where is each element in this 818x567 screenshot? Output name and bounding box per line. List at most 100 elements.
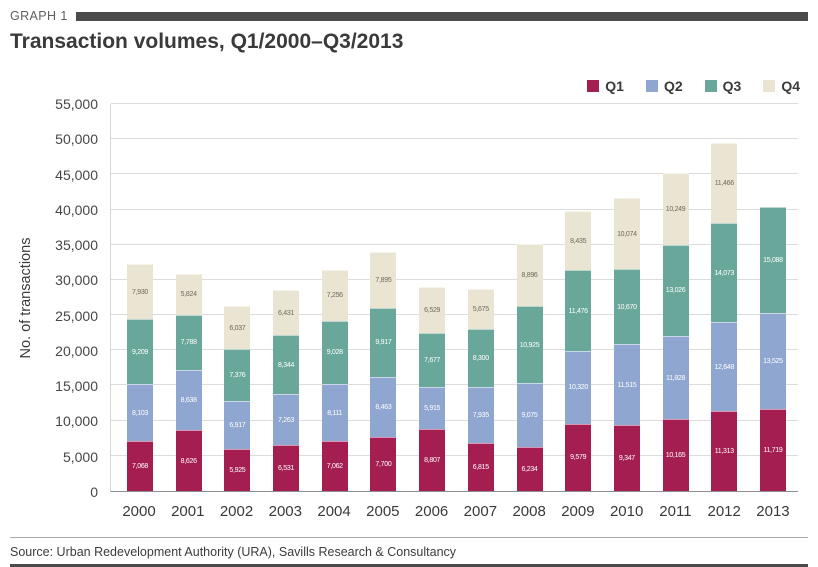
x-axis-label: 2003 xyxy=(268,503,302,520)
bar-segment-q2: 7,935 xyxy=(467,387,494,444)
x-axis-label: 2000 xyxy=(122,503,156,520)
x-axis-label: 2004 xyxy=(317,503,351,520)
gridline xyxy=(111,419,798,421)
bar-segment-q4: 10,249 xyxy=(662,172,689,245)
bar-column-2003: 6,531 7,263 8,344 6,431 xyxy=(273,104,300,491)
gridline xyxy=(111,349,798,351)
x-axis-label: 2011 xyxy=(659,503,692,520)
bar-segment-q3: 7,677 xyxy=(419,333,446,388)
bar-segment-q1: 7,700 xyxy=(370,436,397,491)
legend-label: Q1 xyxy=(605,78,624,94)
bar-value-label: 11,476 xyxy=(568,307,588,315)
bar-segment-q1: 8,807 xyxy=(419,429,446,491)
bar-column-2010: 9,347 11,515 10,670 10,074 xyxy=(613,104,640,491)
y-axis-tick-label: 55,000 xyxy=(55,96,98,112)
x-axis-labels: 2000 2001 2002 2003 2004 2005 2006 2007 2008 2009… xyxy=(110,503,798,520)
x-axis-label: 2010 xyxy=(609,503,644,520)
bar-value-label: 10,074 xyxy=(617,230,637,238)
bar-segment-q1: 6,815 xyxy=(467,443,494,491)
bar-column-2000: 7,068 8,103 9,209 7,930 xyxy=(127,104,153,491)
gridline xyxy=(111,384,798,386)
bar-value-label: 8,807 xyxy=(424,457,441,465)
bar-segment-q3: 11,476 xyxy=(565,270,592,351)
legend-item-q4: Q4 xyxy=(763,78,800,94)
bar-segment-q3: 8,344 xyxy=(273,335,300,394)
x-axis-label: 2005 xyxy=(366,503,400,520)
bottom-rule xyxy=(10,564,808,567)
bar-segment-q3: 14,073 xyxy=(711,223,738,323)
bar-segment-q3: 13,026 xyxy=(662,244,689,337)
y-axis-tick-label: 40,000 xyxy=(55,201,98,218)
bar-value-label: 10,925 xyxy=(519,341,540,349)
bar-column-2004: 7,062 8,111 9,028 7,256 xyxy=(321,104,348,491)
bar-segment-q1: 6,531 xyxy=(273,445,300,491)
bar-segment-q1: 11,719 xyxy=(759,408,786,491)
y-axis-tick-label: 45,000 xyxy=(55,166,98,183)
bar-value-label: 11,828 xyxy=(666,374,686,382)
gridline xyxy=(111,278,798,280)
bar-value-label: 7,700 xyxy=(375,460,392,468)
header-rule xyxy=(75,12,808,21)
bar-value-label: 10,165 xyxy=(665,452,686,460)
bar-value-label: 8,463 xyxy=(375,404,392,412)
bar-segment-q2: 11,828 xyxy=(662,336,689,420)
gridline xyxy=(111,173,798,175)
bar-column-2001: 8,626 8,638 7,788 5,824 xyxy=(175,104,202,491)
bar-value-label: 12,648 xyxy=(714,363,735,371)
graph-header: GRAPH 1 xyxy=(10,8,808,24)
bar-segment-q1: 6,234 xyxy=(516,447,543,491)
bar-column-2007: 6,815 7,935 8,300 5,675 xyxy=(467,104,494,491)
bar-segment-q2: 6,917 xyxy=(224,400,251,450)
bar-segment-q2: 7,263 xyxy=(273,393,300,446)
y-axis-tick-label: 0 xyxy=(90,484,98,500)
chart: Q1 Q2 Q3 Q4 No. of transactions 0 5,000 10,00… xyxy=(10,56,808,524)
bar-column-2011: 10,165 11,828 13,026 10,249 xyxy=(662,104,689,491)
source-text: Source: Urban Redevelopment Authority (U… xyxy=(10,545,457,559)
bar-value-label: 8,435 xyxy=(570,237,587,245)
page-title: Transaction volumes, Q1/2000–Q3/2013 xyxy=(10,30,404,53)
legend-swatch-q4 xyxy=(763,80,776,92)
bar-segment-q3: 15,088 xyxy=(759,207,786,314)
bar-value-label: 8,300 xyxy=(472,355,489,363)
bar-value-label: 7,935 xyxy=(472,412,489,420)
y-axis-tick-label: 30,000 xyxy=(55,272,98,289)
bar-value-label: 9,028 xyxy=(326,349,343,357)
y-axis-tick-label: 50,000 xyxy=(55,131,98,148)
bar-value-label: 11,515 xyxy=(617,381,637,389)
bar-segment-q3: 8,300 xyxy=(467,328,494,388)
bar-segment-q4: 6,431 xyxy=(273,290,300,336)
bar-segment-q1: 7,068 xyxy=(127,441,153,491)
y-axis-tick-label: 15,000 xyxy=(55,378,98,395)
bar-segment-q1: 5,925 xyxy=(224,449,251,491)
bar-value-label: 5,925 xyxy=(229,467,246,475)
source-footer: Source: Urban Redevelopment Authority (U… xyxy=(10,537,808,559)
bar-segment-q4: 10,074 xyxy=(613,198,640,270)
bar-value-label: 7,062 xyxy=(326,463,343,471)
bar-column-2005: 7,700 8,463 9,917 7,895 xyxy=(370,104,397,491)
bar-segment-q4: 7,256 xyxy=(321,269,348,321)
bar-value-label: 6,234 xyxy=(521,466,538,474)
bar-value-label: 7,677 xyxy=(424,357,441,365)
legend: Q1 Q2 Q3 Q4 xyxy=(587,78,800,94)
bar-segment-q2: 11,515 xyxy=(613,344,640,426)
bar-segment-q1: 7,062 xyxy=(321,441,348,491)
bar-segment-q2: 13,525 xyxy=(759,313,786,409)
bar-value-label: 10,320 xyxy=(568,384,588,392)
bar-segment-q3: 7,376 xyxy=(224,348,251,401)
bar-value-label: 6,529 xyxy=(424,307,441,315)
bar-value-label: 7,895 xyxy=(375,276,392,284)
bar-column-2008: 6,234 9,075 10,925 8,896 xyxy=(516,104,543,491)
bar-segment-q1: 8,626 xyxy=(175,430,202,491)
bar-value-label: 6,431 xyxy=(278,309,295,317)
bar-column-2002: 5,925 6,917 7,376 6,037 xyxy=(224,104,251,491)
bar-value-label: 9,075 xyxy=(521,412,538,420)
bar-segment-q4: 7,930 xyxy=(127,263,153,320)
bar-segment-q2: 8,463 xyxy=(370,377,397,437)
bar-value-label: 9,209 xyxy=(131,348,149,356)
bar-value-label: 9,917 xyxy=(375,339,392,347)
x-axis-label: 2002 xyxy=(219,503,254,520)
bar-segment-q3: 9,028 xyxy=(321,320,348,385)
bar-segment-q4: 5,824 xyxy=(175,273,202,315)
gridline xyxy=(111,208,798,210)
